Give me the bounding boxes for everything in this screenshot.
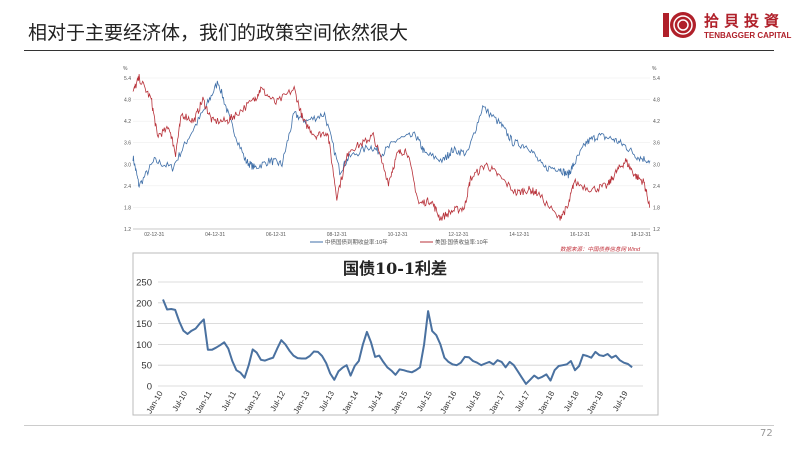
x-tick-label: 16-12-31 <box>570 232 590 238</box>
legend-label-china: 中债国债到期收益率:10年 <box>325 238 388 246</box>
y-tick-label: 0 <box>147 382 152 393</box>
right-y-tick-label: 1.2 <box>653 227 660 233</box>
y-tick-label: 50 <box>141 361 152 372</box>
data-source: 数据来源：中国债券信息网 Wind <box>560 246 641 253</box>
left-y-tick-label: 1.8 <box>124 205 131 211</box>
logo-mark-icon <box>663 12 696 38</box>
spread-series-line <box>162 299 633 385</box>
logo-name-en: TENBAGGER CAPITAL <box>704 31 792 40</box>
right-y-tick-label: 1.8 <box>653 205 660 211</box>
right-y-tick-label: 2.4 <box>653 184 660 190</box>
right-y-tick-label: 3.6 <box>653 141 660 147</box>
left-y-tick-label: 3.6 <box>124 141 131 147</box>
right-y-tick-label: 3.0 <box>653 162 660 168</box>
left-y-tick-label: 3.0 <box>124 162 131 168</box>
spread-chart-title: 国债10-1利差 <box>343 259 447 278</box>
y-tick-label: 250 <box>136 278 152 289</box>
series-line-us <box>132 74 651 221</box>
x-tick-label: 18-12-31 <box>631 232 651 238</box>
x-tick-label: 08-12-31 <box>327 232 347 238</box>
slide-title: 相对于主要经济体，我们的政策空间依然很大 <box>28 22 409 44</box>
x-tick-label: 06-12-31 <box>266 232 286 238</box>
left-y-tick-label: 2.4 <box>124 184 131 190</box>
left-y-tick-label: 4.8 <box>124 98 131 104</box>
company-logo: 拾貝投資 TENBAGGER CAPITAL <box>662 10 791 40</box>
left-y-tick-label: 4.2 <box>124 119 131 125</box>
page-number: 72 <box>760 428 773 439</box>
y-tick-label: 100 <box>136 340 152 351</box>
series-line-china <box>132 80 651 189</box>
legend-label-us: 美国:国债收益率:10年 <box>435 238 489 246</box>
y-tick-label: 200 <box>136 298 152 309</box>
left-y-tick-label: 5.4 <box>124 76 131 82</box>
x-tick-label: 02-12-31 <box>144 232 164 238</box>
spread-chart-frame <box>132 252 659 416</box>
left-axis-unit: % <box>123 66 128 72</box>
right-y-tick-label: 4.2 <box>653 119 660 125</box>
logo-name-cn: 拾貝投資 <box>704 12 785 30</box>
right-y-tick-label: 5.4 <box>653 76 660 82</box>
header-divider <box>24 50 774 51</box>
left-y-tick-label: 1.2 <box>124 227 131 233</box>
footer-divider <box>24 425 774 426</box>
right-axis-unit: % <box>652 66 657 72</box>
y-tick-label: 150 <box>136 319 152 330</box>
x-tick-label: 10-12-31 <box>388 232 408 238</box>
x-tick-label: 04-12-31 <box>205 232 225 238</box>
right-y-tick-label: 4.8 <box>653 98 660 104</box>
x-tick-label: 12-12-31 <box>448 232 468 238</box>
x-tick-label: 14-12-31 <box>509 232 529 238</box>
